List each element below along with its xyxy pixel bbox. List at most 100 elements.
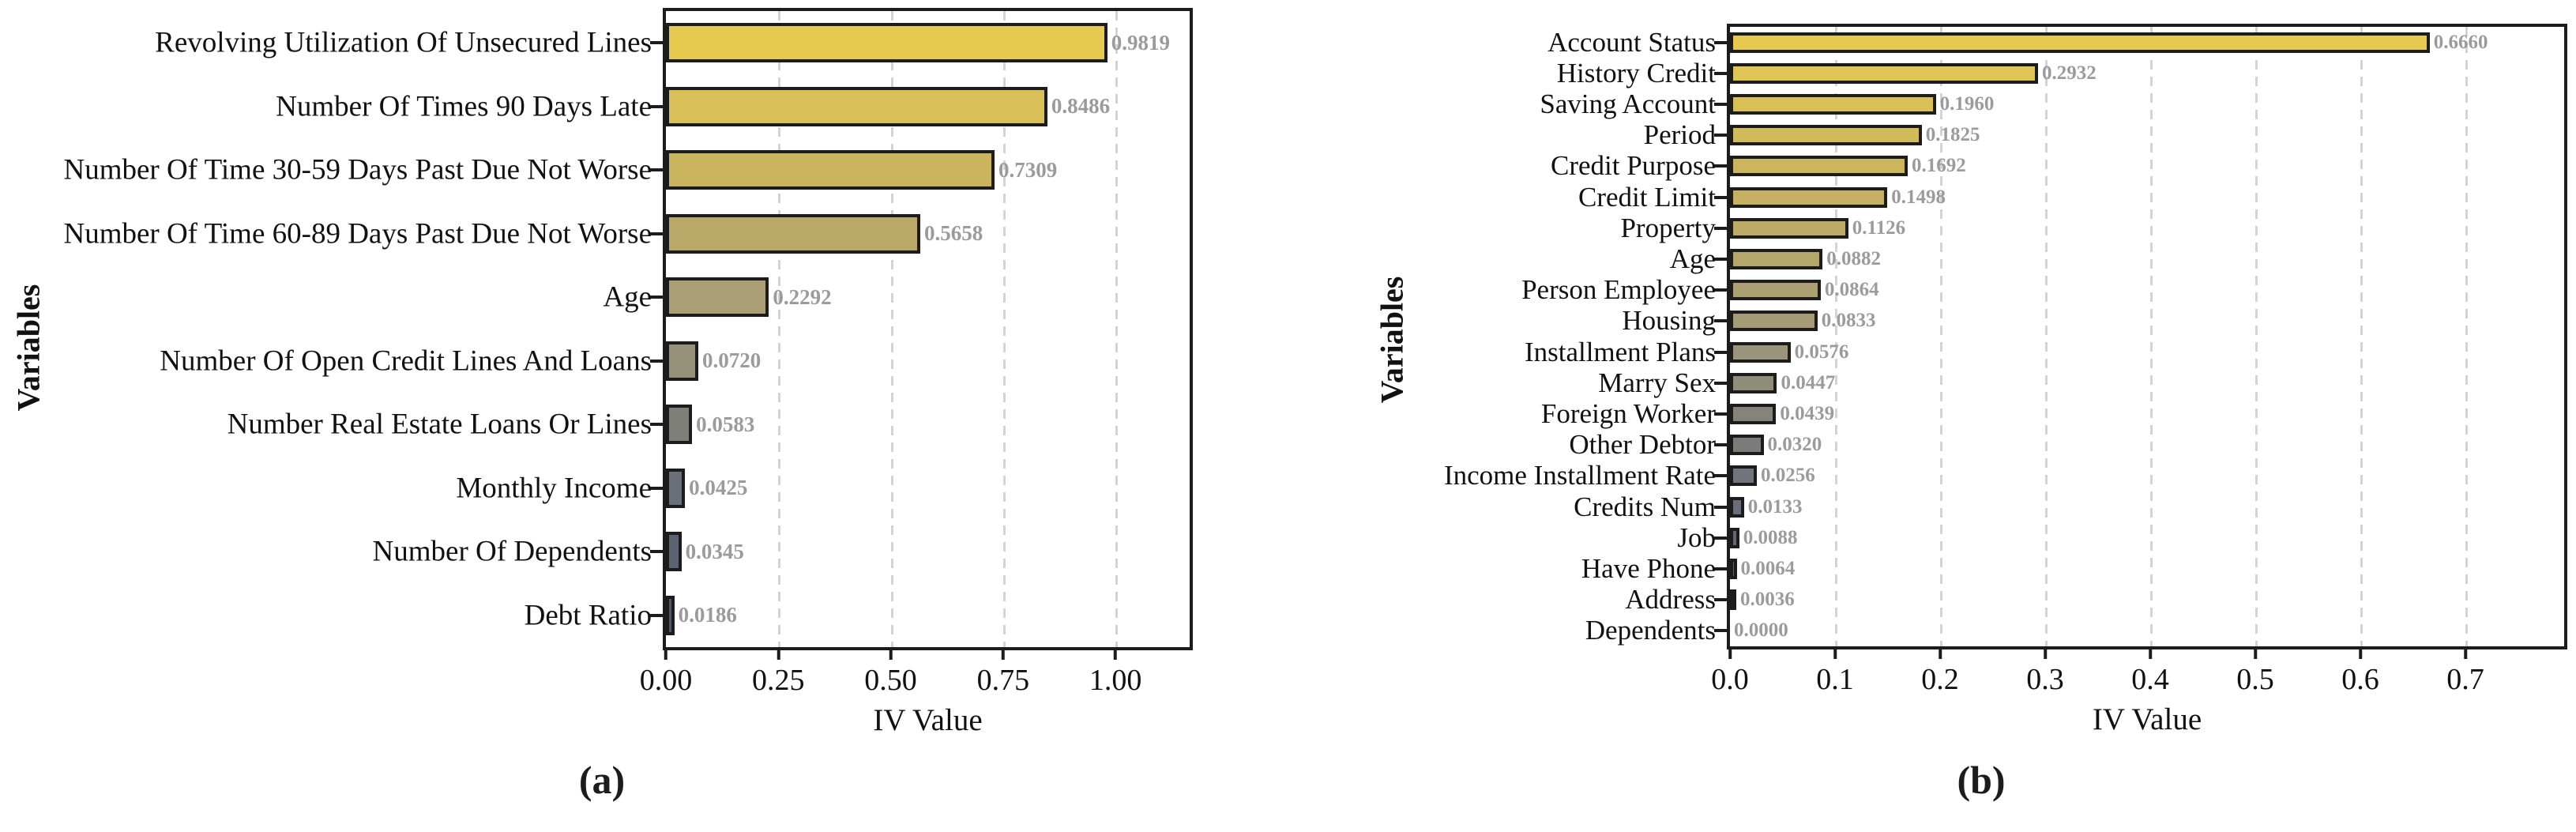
value-label: 0.1960 [1939,93,1995,115]
bar-row: Marry Sex 0.0447 [1598,367,2564,398]
bar [1730,249,1823,270]
value-label: 0.0583 [696,412,755,436]
y-tick-mark [1714,629,1727,633]
value-label: 0.2932 [2041,62,2097,84]
category-label: Period [1643,119,1716,151]
y-tick-mark [650,296,663,299]
bar-row: Income Installment Rate 0.0256 [1444,460,2564,491]
category-label: Number Real Estate Loans Or Lines [227,408,652,441]
bar-row: Age 0.2292 [603,265,1190,329]
value-label: 0.0064 [1740,558,1796,580]
y-tick-mark [650,486,663,490]
x-tick: 0.4 [2131,646,2169,697]
category-label: Job [1677,521,1716,553]
y-tick-mark [650,423,663,427]
value-label: 0.0000 [1734,619,1788,642]
category-label: Property [1620,212,1716,243]
x-tick: 1.00 [1089,647,1141,698]
bar [666,23,1107,63]
bar [1730,589,1736,611]
x-tick-mark [2463,646,2467,659]
y-tick-mark [1714,350,1727,354]
y-tick-mark [1714,598,1727,602]
value-label: 0.1498 [1891,186,1946,208]
value-label: 0.0133 [1747,495,1803,518]
x-tick-mark [664,647,668,660]
value-label: 0.0256 [1761,465,1815,487]
bar [1730,341,1791,363]
category-label: Revolving Utilization Of Unsecured Lines [155,26,652,59]
bar [1730,156,1908,177]
category-label: Marry Sex [1598,367,1716,398]
x-tick-mark [2148,646,2152,659]
y-tick-mark [650,613,663,617]
category-label: Number Of Dependents [372,535,652,568]
x-tick-label: 0.75 [976,664,1030,697]
value-label: 0.8486 [1051,94,1111,119]
category-label: Account Status [1547,26,1716,58]
bar-row: Credit Purpose 0.1692 [1551,150,2564,182]
bar-row: Number Of Time 60-89 Days Past Due Not W… [63,202,1190,266]
gridline [2044,27,2048,646]
y-tick-mark [1714,164,1727,168]
y-tick-mark [650,168,663,172]
category-label: Monthly Income [456,472,652,505]
bar [1730,280,1821,301]
bar [1730,186,1888,208]
x-tick: 0.7 [2446,646,2484,697]
x-tick-mark [1728,646,1732,659]
x-tick-mark [1833,646,1837,659]
bar-row: Housing 0.0833 [1622,305,2564,337]
category-label: Other Debtor [1569,429,1716,461]
bar [666,277,769,318]
x-tick: 0.50 [864,647,917,698]
y-tick-mark [1714,505,1727,509]
bar-row: Job 0.0088 [1677,522,2564,553]
value-label: 0.0720 [701,348,762,373]
bar-row: Debt Ratio 0.0186 [525,584,1190,648]
plot-area: Account Status 0.6660 History Credit 0.2932… [1444,24,2567,736]
bar [1730,125,1922,146]
y-tick-mark [1714,412,1727,416]
value-label: 0.0833 [1821,310,1876,332]
bar-row: Age 0.0882 [1670,243,2564,274]
y-tick-mark [1714,226,1727,230]
x-axis-title: IV Value [873,703,983,737]
category-label: Person Employee [1521,274,1716,306]
value-label: 0.0447 [1781,371,1836,393]
category-label: Number Of Time 60-89 Days Past Due Not W… [63,217,652,250]
x-tick-label: 0.4 [2131,663,2169,696]
y-tick-mark [1714,381,1727,385]
gridline [2254,27,2258,646]
x-tick-mark [2358,646,2362,659]
bar [666,405,693,445]
y-tick-mark [1714,71,1727,75]
gridline [2465,27,2468,646]
x-tick-label: 0.1 [1816,663,1854,696]
category-label: Housing [1622,305,1716,337]
x-tick-mark [889,647,893,660]
x-tick: 0.0 [1711,646,1749,697]
y-tick-mark [1714,40,1727,44]
value-label: 0.0345 [685,539,744,563]
category-label: Installment Plans [1524,336,1716,367]
bar [1730,32,2430,53]
category-label: Foreign Worker [1540,398,1716,430]
bar-row: Other Debtor 0.0320 [1569,429,2564,461]
value-label: 0.1126 [1852,216,1906,239]
y-tick-mark [1714,443,1727,447]
bar [1730,372,1777,393]
bar-row: Number Real Estate Loans Or Lines 0.0583 [228,393,1190,457]
bar-row: Address 0.0036 [1625,584,2564,616]
bar-row: Monthly Income 0.0425 [456,457,1190,521]
bar [1730,311,1818,332]
bar-row: Revolving Utilization Of Unsecured Lines… [155,11,1190,75]
bar [1730,217,1848,239]
x-tick: 0.00 [640,647,692,698]
bar-row: Saving Account 0.1960 [1540,88,2564,119]
bar [1730,62,2038,84]
category-label: Number Of Open Credit Lines And Loans [160,344,652,378]
value-label: 0.1692 [1912,155,1966,177]
